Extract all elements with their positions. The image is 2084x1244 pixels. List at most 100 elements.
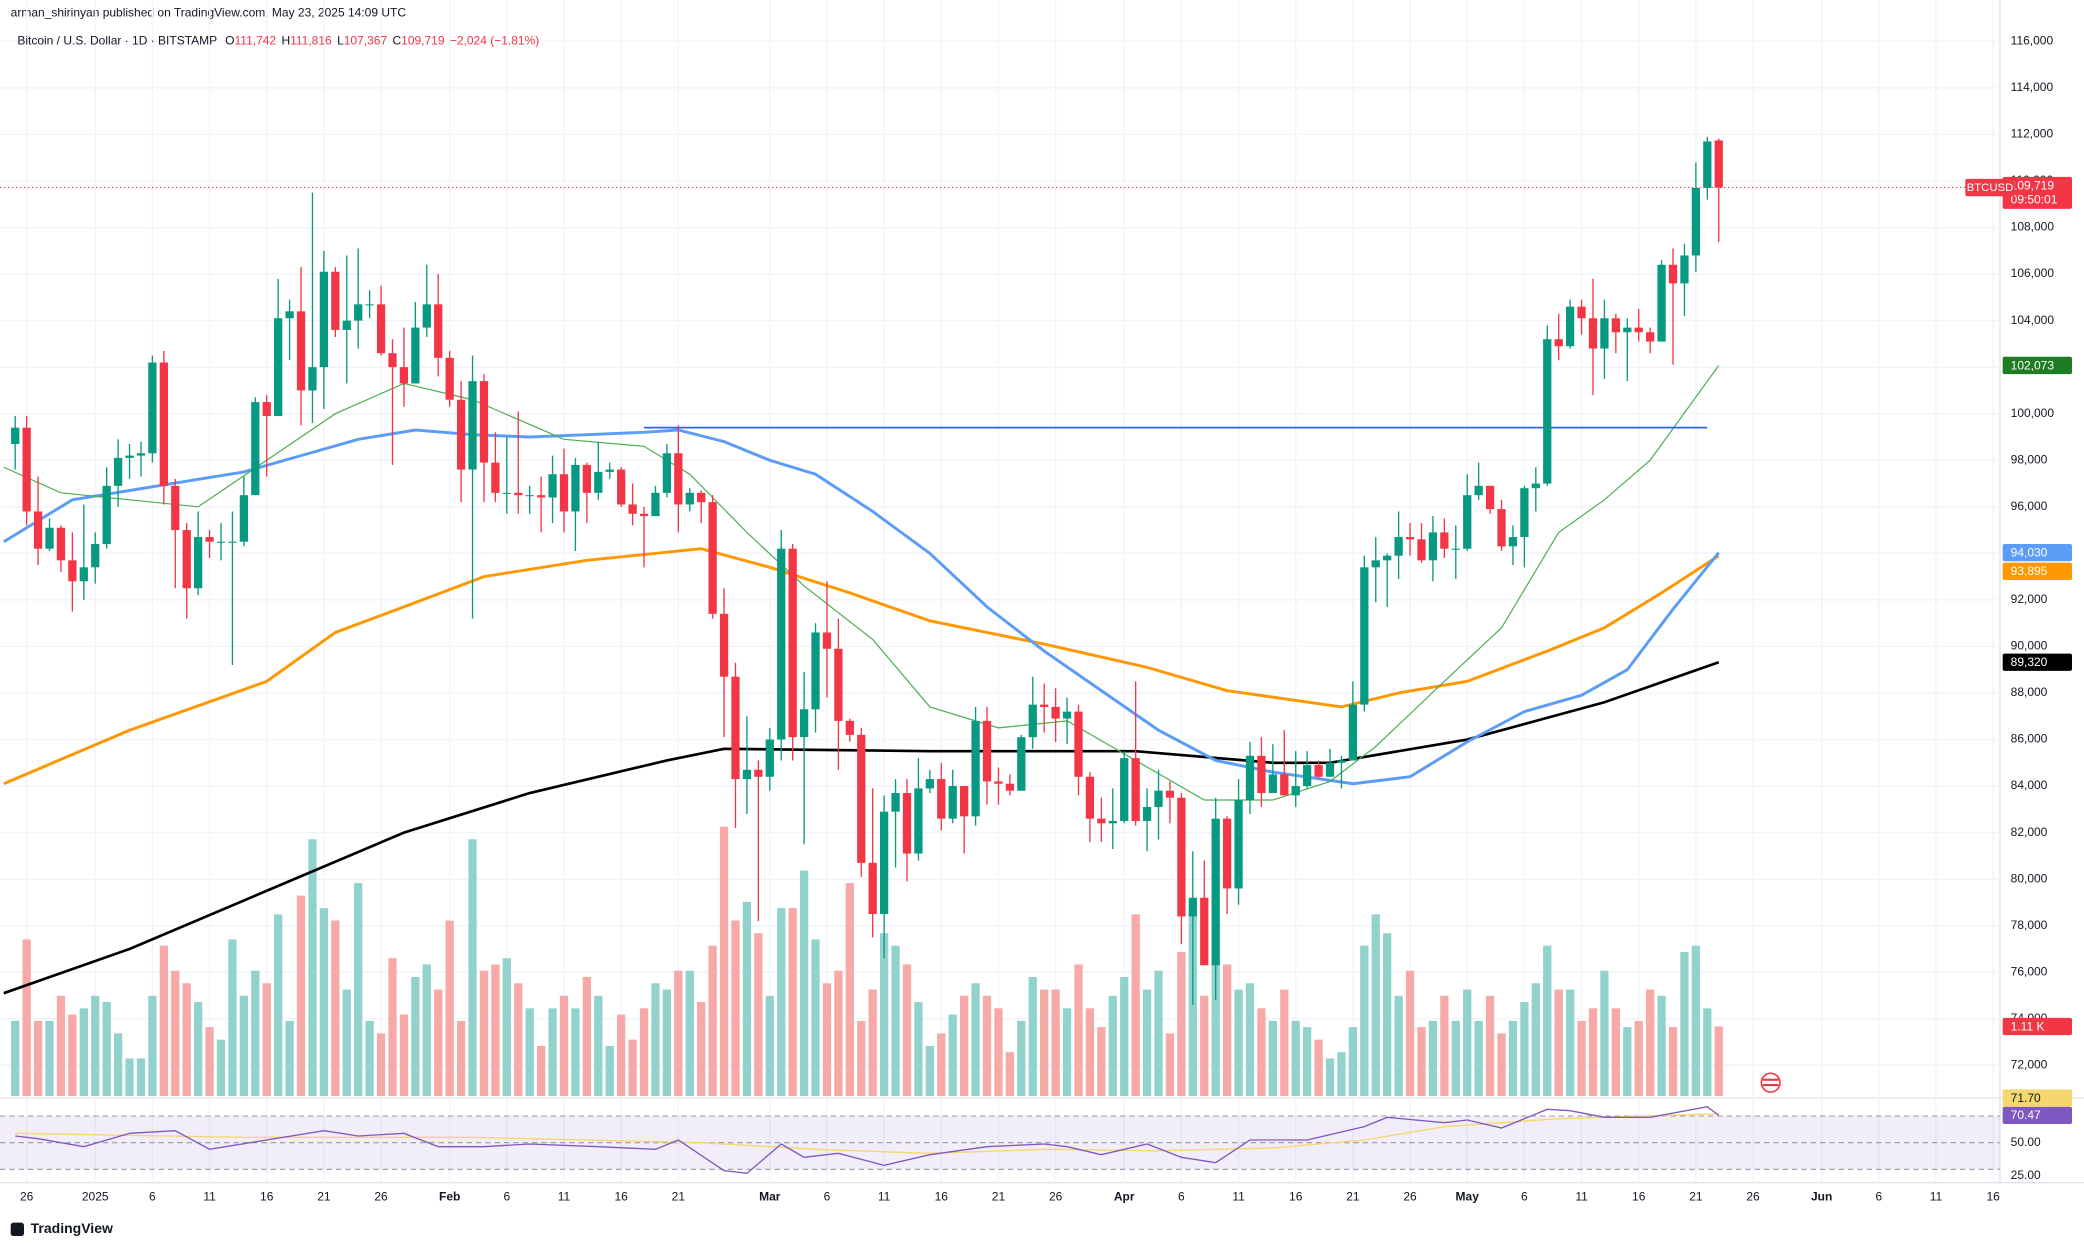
- logo: [10, 1222, 24, 1236]
- candle-body: [799, 709, 809, 738]
- volume-bar: [171, 970, 180, 1096]
- volume-bar: [1520, 1002, 1529, 1096]
- x-tick-label: 6: [1875, 1190, 1882, 1204]
- volume-bar: [354, 883, 363, 1096]
- published-note: arman_shirinyan published on TradingView…: [11, 6, 407, 20]
- volume-bar: [1691, 945, 1701, 1096]
- candle-body: [1222, 818, 1232, 889]
- candle-body: [1668, 264, 1678, 284]
- candle-body: [182, 530, 191, 589]
- x-tick-label: 21: [317, 1190, 331, 1204]
- candle-body: [765, 739, 774, 777]
- candle-body: [1383, 555, 1392, 561]
- volume-bar: [1074, 964, 1083, 1096]
- volume-bar: [857, 1020, 866, 1096]
- volume-bar: [159, 945, 168, 1096]
- candle-body: [1085, 776, 1095, 819]
- volume-bar: [1417, 1027, 1426, 1096]
- legend-key: C: [392, 34, 401, 48]
- candle-body: [559, 474, 569, 512]
- volume-bar: [422, 964, 431, 1096]
- legend-value: 111,742: [235, 34, 277, 48]
- volume-bar: [1531, 983, 1540, 1096]
- candle-body: [1234, 800, 1243, 889]
- volume-bar: [1668, 1027, 1678, 1096]
- candle-body: [1600, 318, 1609, 349]
- y-tick-label: 76,000: [2011, 964, 2048, 978]
- candle-body: [1280, 774, 1289, 796]
- volume-bar: [1017, 1020, 1026, 1096]
- volume-bar: [1280, 989, 1289, 1096]
- volume-bar: [1611, 1008, 1620, 1096]
- candle-body: [1394, 537, 1403, 556]
- x-tick-label: Feb: [439, 1190, 460, 1204]
- volume-bar: [731, 920, 740, 1096]
- legend-key: L: [337, 34, 344, 48]
- volume-bar: [754, 933, 763, 1096]
- volume-bar: [960, 995, 969, 1096]
- volume-bar: [525, 1008, 534, 1096]
- volume-bar: [822, 983, 832, 1096]
- y-tick-label: 72,000: [2011, 1057, 2048, 1071]
- candle-body: [1428, 532, 1438, 561]
- candle-body: [194, 537, 203, 589]
- candle-body: [1017, 737, 1026, 791]
- candle-body: [548, 474, 557, 498]
- candle-body: [879, 811, 889, 915]
- volume-bar: [262, 983, 271, 1096]
- volume-bar: [811, 939, 820, 1096]
- volume-bar: [1405, 970, 1415, 1096]
- x-tick-label: May: [1456, 1190, 1480, 1204]
- volume-bar: [79, 1008, 88, 1096]
- volume-bar: [319, 908, 329, 1096]
- price-box: [2002, 176, 2072, 209]
- candle-body: [697, 492, 706, 503]
- volume-bar: [685, 970, 694, 1096]
- axis-label-box: [2002, 543, 2072, 562]
- volume-bar: [605, 1045, 614, 1096]
- x-tick-label: 11: [1575, 1190, 1588, 1204]
- volume-bar: [845, 883, 854, 1096]
- volume-bar: [296, 895, 306, 1096]
- x-tick-label: Apr: [1114, 1190, 1135, 1204]
- candle-body: [251, 402, 260, 496]
- axis-label: 70.47: [2011, 1108, 2041, 1122]
- candle-body: [1508, 537, 1518, 547]
- candle-body: [56, 527, 66, 561]
- volume-bar: [514, 983, 523, 1096]
- candle-body: [113, 457, 123, 486]
- candle-body: [1634, 327, 1643, 333]
- candle-body: [582, 464, 591, 493]
- rsi-line: [15, 1105, 1720, 1175]
- candle-body: [605, 469, 614, 472]
- volume-bar: [1577, 1020, 1586, 1096]
- candle-body: [971, 720, 980, 817]
- candle-body: [91, 544, 100, 568]
- candle-body: [994, 781, 1003, 784]
- candle-body: [331, 271, 340, 330]
- symbol-box: [1965, 178, 2015, 197]
- x-tick-label: Mar: [759, 1190, 781, 1204]
- volume-bar: [1337, 1052, 1346, 1096]
- legend-value: 107,367: [344, 34, 388, 48]
- legend-key: H: [281, 34, 290, 48]
- candle-body: [628, 504, 637, 514]
- volume-bar: [1543, 945, 1552, 1096]
- volume-bar: [1371, 914, 1380, 1096]
- volume-bar: [1051, 989, 1060, 1096]
- volume-bar: [719, 826, 729, 1096]
- volume-bar: [1428, 1020, 1438, 1096]
- volume-bar: [1600, 970, 1609, 1096]
- candle-body: [479, 381, 489, 463]
- volume-bar: [982, 995, 992, 1096]
- y-tick-label: 114,000: [2011, 80, 2054, 94]
- candle-body: [502, 492, 511, 494]
- volume-bar: [251, 970, 260, 1096]
- volume-bar: [1565, 989, 1575, 1096]
- candle-body: [1028, 704, 1037, 738]
- volume-bar: [559, 995, 569, 1096]
- volume-bar: [113, 1033, 123, 1096]
- volume-bar: [548, 1008, 557, 1096]
- legend-value: 111,816: [290, 34, 332, 48]
